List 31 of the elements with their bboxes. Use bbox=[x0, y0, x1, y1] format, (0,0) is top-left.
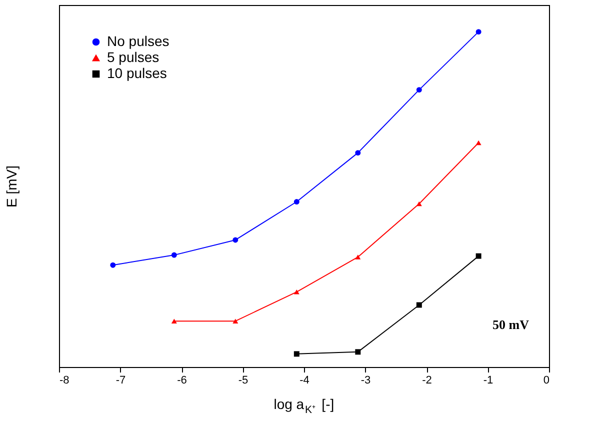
x-tick-label: -2 bbox=[422, 374, 432, 386]
point bbox=[294, 351, 300, 357]
point bbox=[416, 302, 422, 308]
legend-label: 5 pulses bbox=[107, 49, 160, 65]
point bbox=[476, 29, 482, 35]
x-tick-label: -3 bbox=[360, 374, 371, 386]
point bbox=[355, 150, 361, 156]
x-tick-label: -6 bbox=[177, 374, 187, 386]
legend-label: 10 pulses bbox=[107, 65, 167, 81]
x-tick-label: -7 bbox=[116, 374, 126, 386]
x-tick-label: -5 bbox=[238, 374, 248, 386]
x-tick-label: -4 bbox=[300, 374, 310, 386]
point bbox=[232, 318, 238, 324]
annotation: 50 mV bbox=[492, 317, 530, 332]
point bbox=[355, 349, 361, 355]
point bbox=[294, 199, 300, 204]
point bbox=[171, 252, 177, 258]
x-tick-label: -8 bbox=[60, 374, 70, 386]
point bbox=[416, 201, 422, 206]
point bbox=[294, 290, 300, 294]
point bbox=[232, 237, 238, 243]
y-axis-title: E [mV] bbox=[4, 165, 20, 208]
point bbox=[355, 254, 361, 260]
point bbox=[476, 140, 482, 146]
point bbox=[110, 262, 116, 268]
point bbox=[171, 318, 177, 324]
x-tick-label: -1 bbox=[483, 374, 494, 386]
x-tick-label: 0 bbox=[543, 374, 550, 386]
point bbox=[416, 87, 422, 93]
legend-label: No pulses bbox=[107, 33, 170, 49]
point bbox=[476, 253, 482, 259]
